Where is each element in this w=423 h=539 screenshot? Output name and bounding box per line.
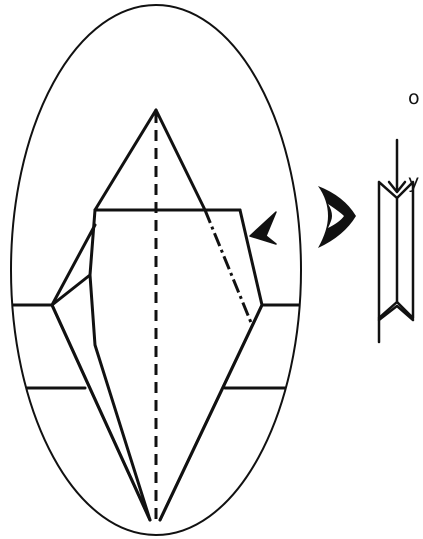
left-inner-crease xyxy=(88,273,152,522)
lower-left-line xyxy=(50,303,152,522)
cropped-text-line-2: y xyxy=(408,171,420,193)
folded-strip-side-view-icon xyxy=(377,138,415,344)
kite-left-edge xyxy=(93,108,158,212)
kite-right-edge xyxy=(154,108,207,212)
lower-right-line xyxy=(158,303,264,522)
magnify-oval xyxy=(10,4,302,536)
arrowhead-left-icon xyxy=(249,211,277,245)
mountain-fold-line xyxy=(203,209,254,326)
cropped-text-line-1: o xyxy=(408,87,420,109)
cropped-instruction-text: o y xyxy=(408,28,423,252)
eye-icon xyxy=(318,186,356,248)
left-flap-diagonal xyxy=(50,223,97,307)
